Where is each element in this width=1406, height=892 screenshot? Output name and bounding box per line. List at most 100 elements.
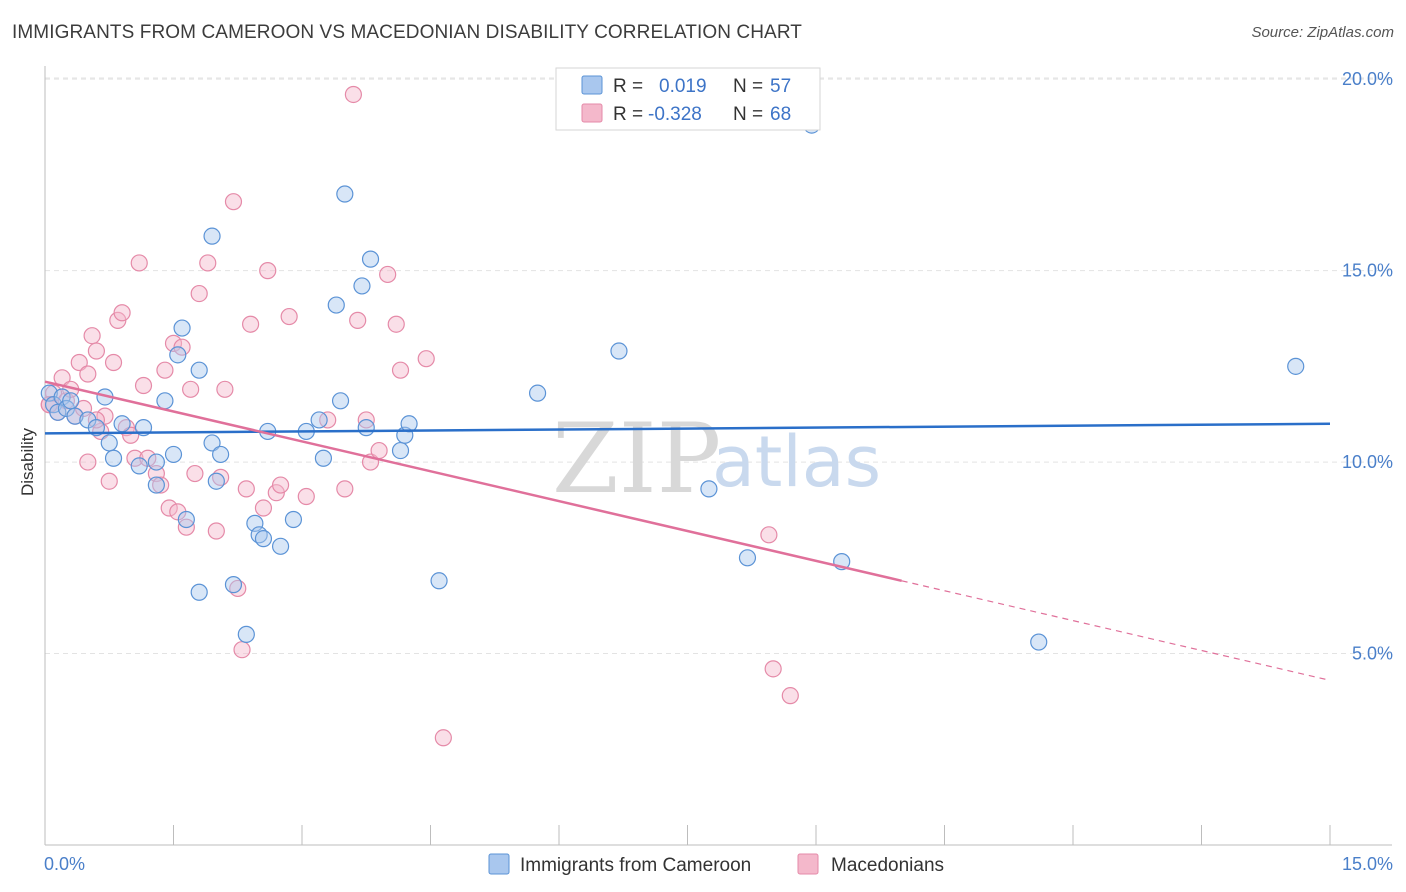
cameroon-point	[100, 434, 118, 452]
macedonians-point	[190, 284, 208, 303]
macedonians-point	[233, 641, 251, 659]
cameroon-point	[254, 530, 273, 548]
cameroon-point	[87, 419, 106, 437]
cameroon-point	[391, 441, 410, 460]
legend-r-value-pink: -0.328	[648, 104, 702, 125]
y-tick-labels: 5.0% 10.0% 15.0% 20.0%	[1342, 69, 1393, 663]
cameroon-point	[237, 625, 255, 643]
macedonians-point	[207, 522, 225, 540]
y-axis-label: Disability	[18, 427, 37, 496]
macedonians-point	[216, 380, 234, 398]
cameroon-point	[203, 227, 221, 245]
macedonians-point	[87, 342, 106, 360]
cameroon-point	[164, 445, 183, 464]
macedonians-point	[242, 315, 260, 333]
macedonians-point	[434, 729, 452, 747]
legend-n-label-blue: N =	[733, 76, 763, 97]
cameroon-point	[430, 572, 448, 590]
macedonians-point	[100, 472, 118, 490]
macedonians-point	[387, 315, 405, 333]
macedonians-point	[349, 311, 367, 329]
macedonians-point	[156, 361, 174, 379]
legend-r-label-blue: R =	[613, 76, 643, 97]
source-note: Source: ZipAtlas.com	[1251, 24, 1394, 41]
cameroon-point	[177, 510, 195, 529]
macedonians-point	[271, 476, 290, 494]
legend-n-value-pink: 68	[770, 104, 791, 125]
cameroon-point	[314, 449, 333, 467]
macedonians-point	[370, 441, 388, 460]
cameroon-point	[357, 419, 375, 437]
cameroon-point	[1287, 357, 1305, 375]
macedonians-point	[781, 687, 799, 705]
cameroon-point	[169, 346, 187, 364]
cameroon-point	[212, 445, 230, 464]
macedonians-point	[186, 464, 204, 483]
macedonians-point	[280, 307, 298, 326]
cameroon-point	[147, 476, 165, 494]
axes	[44, 66, 1392, 846]
macedonians-point	[113, 304, 131, 322]
macedonians-point	[224, 193, 243, 211]
cameroon-point	[327, 296, 345, 314]
macedonians-point	[259, 262, 277, 280]
macedonians-point	[336, 480, 354, 498]
trend-lines	[44, 380, 1331, 681]
cameroon-point	[203, 434, 221, 452]
x-tick-label-min: 0.0%	[44, 854, 85, 874]
macedonians-point	[134, 376, 153, 395]
cameroon-point	[207, 472, 225, 490]
cameroon-point	[173, 319, 191, 337]
cameroon-point	[610, 342, 628, 360]
macedonians-point	[79, 365, 97, 383]
watermark-atlas: atlas	[712, 421, 881, 503]
macedonians-point	[70, 353, 88, 372]
macedonians-point	[417, 350, 435, 368]
macedonians-point	[297, 487, 315, 506]
macedonians-point	[760, 526, 778, 544]
macedonians-point	[237, 480, 255, 498]
macedonians-point	[182, 380, 200, 398]
x-tick-labels: 0.0% 15.0%	[44, 854, 1393, 874]
bottom-legend-swatch-blue	[488, 853, 510, 875]
cameroon-point	[66, 407, 84, 425]
macedonians-point	[130, 254, 148, 272]
chart-title: IMMIGRANTS FROM CAMEROON VS MACEDONIAN D…	[12, 22, 803, 43]
legend-r-label-pink: R =	[613, 104, 643, 125]
macedonians-point	[96, 407, 114, 425]
macedonians-point	[79, 453, 97, 471]
series-cameroon-points	[40, 116, 1305, 651]
cameroon-point	[113, 415, 131, 433]
y-tick-label-15: 15.0%	[1342, 261, 1393, 281]
macedonians-point	[764, 660, 782, 678]
y-tick-label-10: 10.0%	[1342, 452, 1393, 472]
correlation-legend: R = 0.019 N = 57 R = -0.328 N = 68	[555, 67, 821, 131]
cameroon-point	[331, 392, 350, 410]
cameroon-point	[224, 576, 243, 594]
x-tick-label-max: 15.0%	[1342, 854, 1393, 874]
cameroon-point	[156, 392, 174, 410]
cameroon-point	[361, 250, 380, 268]
macedonians-point	[254, 499, 273, 517]
watermark: ZIP atlas	[552, 403, 881, 515]
macedonians-point	[152, 476, 170, 494]
legend-n-value-blue: 57	[770, 76, 791, 97]
bottom-legend-label-macedonians: Macedonians	[831, 855, 944, 876]
macedonians-point	[391, 361, 410, 379]
trend-line-macedonians-extrapolated	[901, 580, 1331, 681]
cameroon-point	[147, 453, 165, 471]
macedonians-point	[344, 85, 362, 104]
cameroon-point	[190, 583, 208, 601]
macedonians-point	[122, 426, 140, 444]
cameroon-point	[1030, 633, 1048, 651]
cameroon-point	[528, 384, 547, 402]
cameroon-point	[62, 392, 80, 410]
macedonians-point	[83, 327, 101, 345]
legend-swatch-blue	[581, 75, 603, 95]
macedonians-point	[104, 353, 123, 372]
cameroon-point	[104, 449, 123, 467]
cameroon-point	[284, 510, 303, 529]
bottom-legend-swatch-pink	[797, 853, 819, 875]
macedonians-point	[199, 254, 217, 272]
